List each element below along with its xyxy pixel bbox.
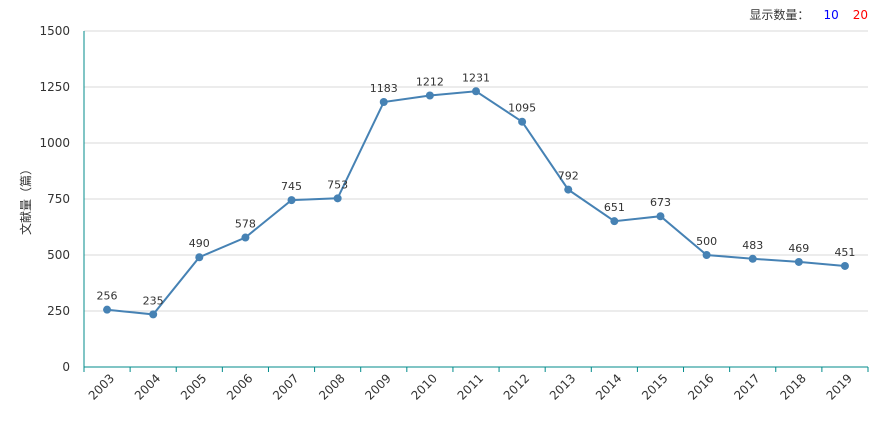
series-line xyxy=(103,87,849,319)
y-tick-label: 750 xyxy=(47,192,70,206)
x-tick-label: 2011 xyxy=(455,371,486,402)
y-tick-label: 1500 xyxy=(39,24,70,38)
x-tick-label: 2010 xyxy=(409,371,440,402)
x-tick-label: 2012 xyxy=(501,371,532,402)
x-tick-label: 2014 xyxy=(593,371,624,402)
data-point xyxy=(425,91,434,100)
data-point xyxy=(656,212,665,221)
y-tick-label: 0 xyxy=(62,360,70,374)
x-tick-label: 2005 xyxy=(178,371,209,402)
display-count-bar: 显示数量： 10 20 xyxy=(749,6,868,23)
x-tick-label: 2003 xyxy=(86,371,117,402)
data-label: 673 xyxy=(650,196,671,209)
data-label: 651 xyxy=(604,201,625,214)
data-label: 1212 xyxy=(416,76,444,89)
data-point xyxy=(287,196,296,205)
data-label: 578 xyxy=(235,218,256,231)
x-tick-label: 2015 xyxy=(639,371,670,402)
data-point xyxy=(472,87,480,96)
data-point xyxy=(748,254,757,263)
data-point xyxy=(564,185,573,194)
data-point xyxy=(518,117,527,126)
data-label: 483 xyxy=(742,239,763,252)
display-count-option-10[interactable]: 10 xyxy=(823,7,839,22)
y-tick-label: 1250 xyxy=(39,80,70,94)
data-point xyxy=(241,233,250,242)
x-tick-label: 2008 xyxy=(316,371,347,402)
display-count-label: 显示数量： xyxy=(749,8,810,22)
data-label: 235 xyxy=(143,294,164,307)
x-tick-label: 2017 xyxy=(731,371,762,402)
x-tick-label: 2009 xyxy=(362,371,393,402)
data-label: 1231 xyxy=(462,71,490,84)
data-point xyxy=(195,253,204,262)
data-labels: 256 235 490 578 745 753 1183 1212 1231 1095 792 651… xyxy=(97,71,856,307)
x-tick-label: 2018 xyxy=(777,371,808,402)
data-point xyxy=(149,310,158,319)
data-point xyxy=(379,98,388,107)
x-tick-label: 2006 xyxy=(224,371,255,402)
data-label: 500 xyxy=(696,235,717,248)
grid-lines xyxy=(84,30,868,312)
data-point xyxy=(840,261,849,270)
x-tick-label: 2004 xyxy=(132,371,163,402)
data-point xyxy=(103,305,112,314)
y-axis-label: 文献量（篇） xyxy=(18,163,33,235)
data-label: 792 xyxy=(558,170,579,183)
data-point xyxy=(702,251,711,259)
x-tick-label: 2013 xyxy=(547,371,578,402)
data-label: 256 xyxy=(97,290,118,303)
series-polyline xyxy=(106,90,845,316)
data-label: 451 xyxy=(834,246,855,259)
x-tick-label: 2007 xyxy=(270,371,301,402)
display-count-option-20[interactable]: 20 xyxy=(852,7,868,22)
y-tick-label: 1000 xyxy=(39,136,70,150)
x-tick-label: 2019 xyxy=(824,371,855,402)
data-label: 1095 xyxy=(508,102,536,115)
data-point xyxy=(333,194,342,203)
axes: 0 250 500 750 1000 1250 1500 2003 2004 2005 2006 20… xyxy=(39,24,869,403)
y-tick-label: 500 xyxy=(47,248,70,262)
y-tick-label: 250 xyxy=(47,304,70,318)
data-point xyxy=(794,257,803,266)
data-label: 745 xyxy=(281,180,302,193)
data-label: 469 xyxy=(788,242,809,255)
data-label: 490 xyxy=(189,237,210,250)
data-label: 1183 xyxy=(370,82,398,95)
x-tick-label: 2016 xyxy=(685,371,716,402)
data-label: 753 xyxy=(327,178,348,191)
data-point xyxy=(610,217,619,226)
